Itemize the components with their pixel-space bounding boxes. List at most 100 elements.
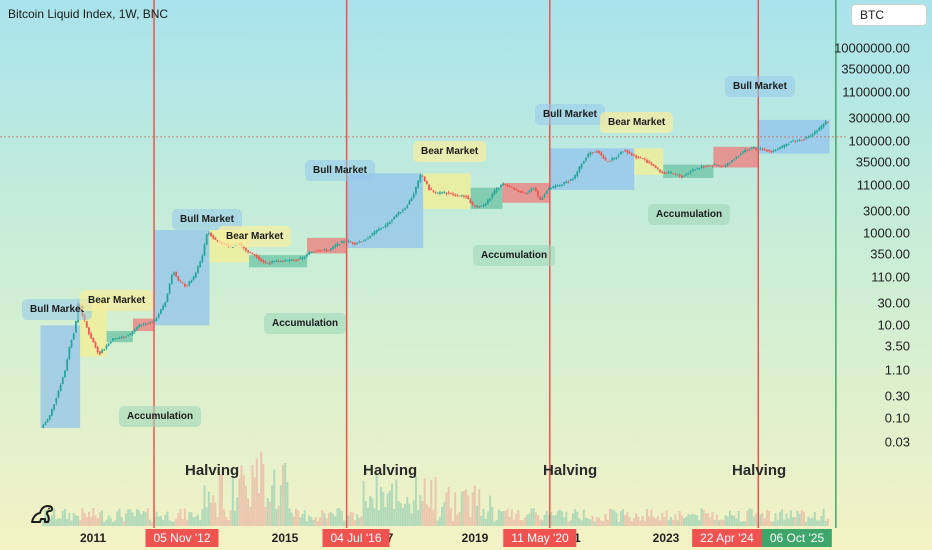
volume-bar	[493, 521, 496, 526]
future-date-tag: 06 Oct '25	[761, 529, 833, 547]
volume-bar	[81, 508, 84, 526]
volume-bar	[114, 520, 117, 526]
candle-body	[72, 333, 75, 340]
candle-body	[66, 359, 69, 371]
candle-body	[332, 246, 335, 249]
volume-bar	[336, 508, 339, 526]
candle-body	[670, 172, 672, 174]
candle-body	[469, 199, 472, 204]
candle-body	[170, 274, 173, 284]
volume-bar	[663, 517, 666, 526]
volume-bar	[164, 514, 167, 526]
volume-bar	[395, 479, 398, 526]
volume-bar	[194, 516, 197, 526]
candle-body	[800, 140, 803, 141]
volume-bar	[68, 512, 71, 526]
volume-bar	[619, 511, 622, 526]
volume-bar	[188, 512, 191, 526]
volume-bar	[417, 510, 420, 526]
volume-bar	[556, 511, 559, 526]
volume-bar	[669, 516, 672, 526]
volume-bar	[275, 508, 278, 526]
candle-body	[349, 241, 352, 243]
candle-body	[611, 158, 614, 161]
halving-date-tag: 05 Nov '12	[145, 529, 219, 547]
bear-market-bubble: Bear Market	[218, 226, 292, 247]
volume-bar	[57, 518, 60, 526]
candle-body	[61, 377, 64, 385]
candle-body	[273, 260, 276, 263]
year-label: 2019	[461, 531, 489, 545]
halving-date-tag: 04 Jul '16	[322, 529, 390, 547]
volume-bar	[249, 506, 252, 526]
candle-body	[53, 404, 55, 410]
volume-bar	[770, 521, 773, 526]
year-label: 2023	[652, 531, 680, 545]
volume-bar	[552, 515, 555, 526]
volume-bar	[210, 502, 213, 526]
candle-body	[811, 134, 814, 136]
volume-bar	[687, 514, 690, 526]
candle-body	[375, 230, 378, 233]
volume-bar	[44, 509, 47, 526]
candle-body	[177, 276, 180, 281]
volume-bar	[467, 495, 470, 526]
candle-body	[776, 149, 779, 151]
candle-body	[770, 150, 773, 153]
candle-body	[260, 258, 263, 261]
volume-bar	[369, 495, 372, 526]
volume-bar	[107, 515, 110, 526]
candle-body	[347, 240, 350, 242]
candle-body	[460, 194, 463, 196]
volume-bar	[456, 514, 459, 526]
candle-body	[506, 185, 509, 187]
candle-body	[587, 154, 590, 158]
candle-body	[408, 200, 411, 205]
volume-bar	[349, 511, 352, 526]
candle-body	[691, 169, 694, 172]
volume-bar	[550, 512, 553, 526]
candle-body	[382, 227, 385, 229]
accumulation-zone	[249, 255, 308, 268]
volume-bar	[264, 506, 267, 526]
volume-bar	[74, 515, 77, 526]
candle-body	[665, 172, 668, 174]
candle-body	[539, 196, 542, 200]
candle-body	[231, 247, 234, 248]
volume-bar	[611, 509, 614, 526]
volume-bar	[432, 509, 435, 526]
volume-bar	[42, 518, 45, 526]
volume-bar	[746, 510, 749, 526]
candle-body	[524, 192, 526, 194]
halving-date-tag: 22 Apr '24	[692, 529, 762, 547]
candle-body	[142, 323, 145, 325]
halving-date-tag: 11 May '20	[503, 529, 577, 547]
volume-bar	[183, 508, 186, 526]
symbol-search-box[interactable]: BTC	[851, 4, 927, 26]
candle-body	[356, 242, 358, 244]
volume-bar	[216, 517, 219, 526]
volume-bar	[617, 521, 620, 526]
candle-body	[199, 261, 202, 268]
volume-bar	[571, 513, 574, 526]
volume-bar	[131, 512, 134, 526]
price-axis-label: 10000000.00	[834, 40, 910, 56]
candle-body	[785, 143, 788, 146]
candle-body	[458, 195, 461, 197]
candle-body	[59, 384, 62, 391]
price-axis-label: 11000.00	[856, 177, 910, 193]
candle-body	[334, 245, 337, 248]
candle-body	[543, 194, 546, 197]
candle-body	[755, 147, 757, 150]
candle-body	[687, 173, 690, 175]
candle-body	[190, 280, 193, 283]
candle-body	[415, 186, 417, 194]
candle-body	[702, 166, 705, 168]
volume-bar	[297, 510, 300, 526]
volume-bar	[818, 520, 821, 526]
volume-bar	[166, 511, 169, 526]
candle-body	[654, 165, 657, 168]
volume-bar	[85, 516, 88, 526]
price-axis-label: 3.50	[884, 338, 910, 354]
volume-bar	[643, 520, 646, 526]
